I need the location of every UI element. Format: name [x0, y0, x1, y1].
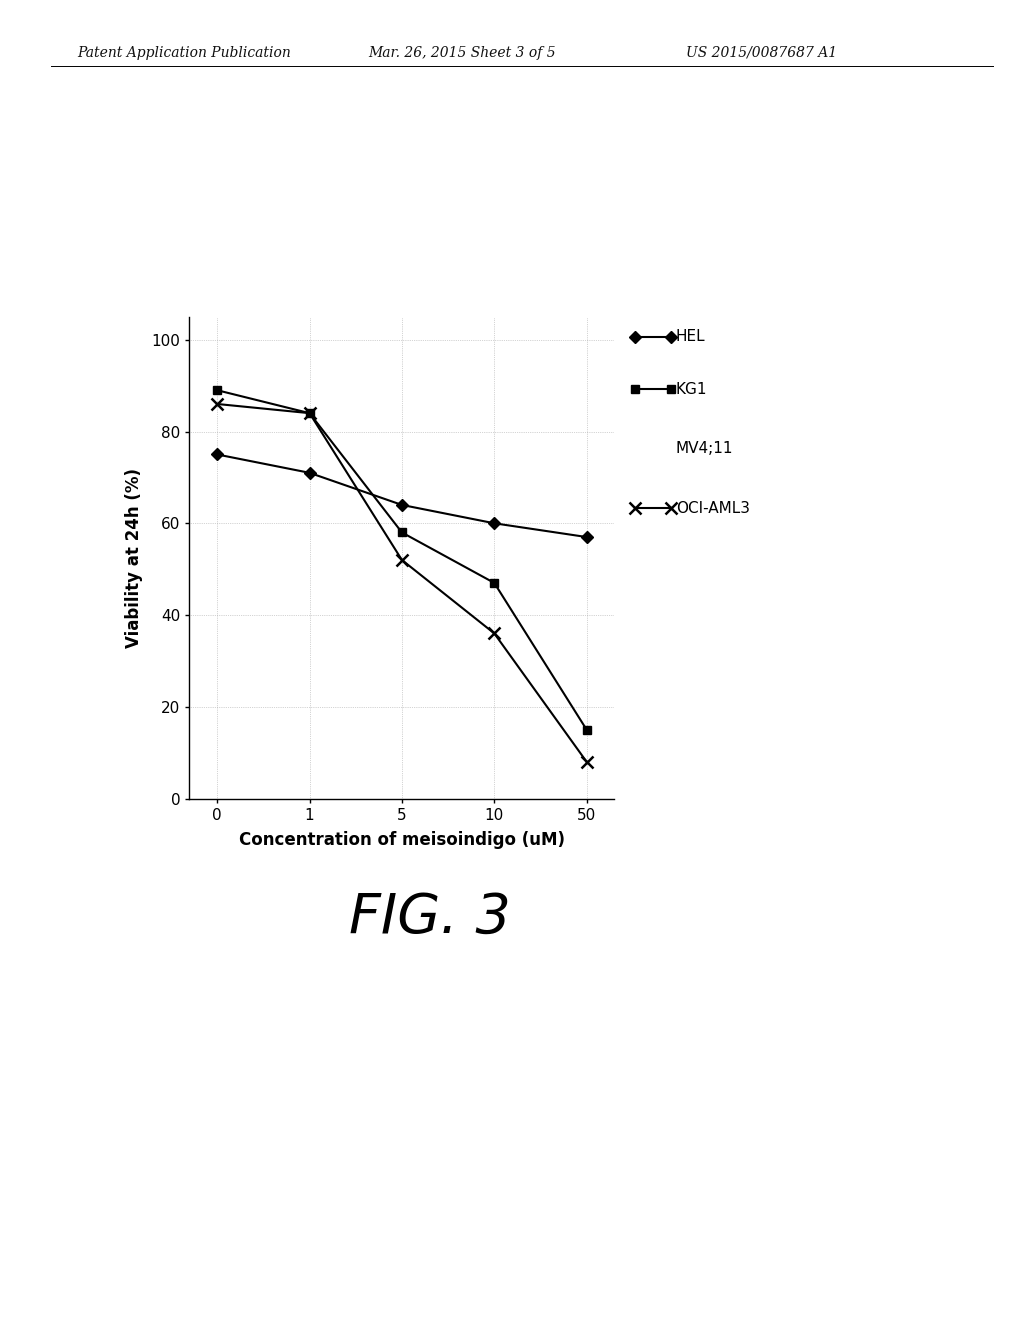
KG1 [395, 524, 408, 540]
Text: MV4;11: MV4;11 [676, 441, 733, 457]
HEL [581, 529, 593, 545]
KG1 [581, 722, 593, 738]
KG1 [303, 405, 315, 421]
Line: KG1: KG1 [213, 385, 591, 734]
OCI-AML3 [303, 405, 315, 421]
OCI-AML3 [211, 396, 223, 412]
Y-axis label: Viability at 24h (%): Viability at 24h (%) [125, 467, 143, 648]
Line: HEL: HEL [213, 450, 591, 541]
HEL [488, 515, 501, 531]
HEL [303, 465, 315, 480]
HEL [211, 446, 223, 462]
Text: HEL: HEL [676, 329, 706, 345]
X-axis label: Concentration of meisoindigo (uM): Concentration of meisoindigo (uM) [239, 832, 565, 849]
Line: OCI-AML3: OCI-AML3 [212, 399, 592, 767]
OCI-AML3 [581, 754, 593, 770]
OCI-AML3 [395, 552, 408, 568]
Text: US 2015/0087687 A1: US 2015/0087687 A1 [686, 46, 838, 59]
Text: KG1: KG1 [676, 381, 708, 397]
KG1 [488, 576, 501, 591]
HEL [395, 498, 408, 513]
Text: FIG. 3: FIG. 3 [349, 891, 511, 944]
OCI-AML3 [488, 626, 501, 642]
Text: OCI-AML3: OCI-AML3 [676, 500, 750, 516]
Text: Patent Application Publication: Patent Application Publication [77, 46, 291, 59]
KG1 [211, 383, 223, 399]
Text: Mar. 26, 2015 Sheet 3 of 5: Mar. 26, 2015 Sheet 3 of 5 [369, 46, 556, 59]
